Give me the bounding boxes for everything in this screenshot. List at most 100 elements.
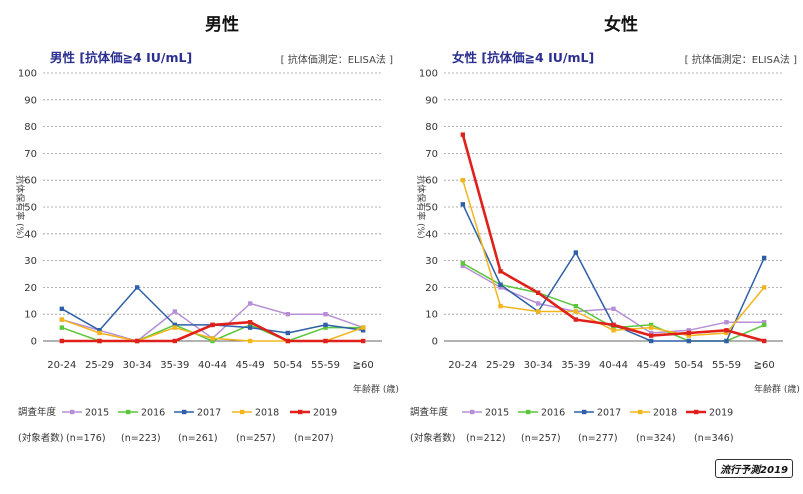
female-y-tick-label: 10: [425, 310, 438, 321]
female-y-tick-label: 80: [425, 122, 438, 133]
female-legend-title: 調査年度: [410, 406, 449, 418]
male-data-point-2019: [97, 338, 102, 344]
female-chart-title: 女性 [抗体価≧4 IU/mL]: [452, 50, 594, 65]
male-data-point-2019: [172, 338, 178, 344]
male-legend-n-2019: (n=207): [294, 433, 334, 444]
forecast-badge: 流行予測2019: [715, 459, 793, 478]
male-data-point-2015: [247, 301, 253, 306]
female-legend-n-2016: (n=257): [521, 433, 561, 444]
female-data-point-2018: [611, 328, 616, 333]
male-legend-marker-2017: [182, 409, 187, 415]
male-legend-label-2017: 2017: [197, 408, 221, 419]
female-data-point-2017: [724, 338, 729, 344]
female-data-point-2017: [498, 282, 503, 287]
male-x-tick-label: 35-39: [160, 360, 189, 371]
male-data-point-2015: [285, 312, 291, 317]
male-data-point-2018: [210, 336, 215, 341]
male-y-tick-label: 50: [24, 203, 37, 214]
male-data-point-2017: [323, 322, 328, 328]
female-legend-label-2015: 2015: [485, 408, 509, 419]
female-legend-label-2016: 2016: [541, 408, 565, 419]
male-y-tick-label: 80: [24, 122, 37, 133]
male-data-point-2017: [134, 285, 140, 290]
male-data-point-2017: [360, 328, 366, 333]
female-data-point-2019: [724, 328, 729, 333]
female-data-point-2019: [535, 290, 541, 295]
female-data-point-2019: [611, 322, 616, 328]
female-data-point-2018: [498, 303, 503, 309]
male-data-point-2018: [172, 325, 178, 330]
male-x-tick-label: 45-49: [236, 360, 265, 371]
male-legend-n-2015: (n=176): [66, 433, 106, 444]
female-x-tick-label: 30-34: [524, 360, 553, 371]
male-legend-label-2018: 2018: [255, 408, 279, 419]
male-x-tick-label: 40-44: [198, 360, 227, 371]
male-y-tick-label: 20: [24, 283, 37, 294]
male-y-tick-label: 0: [31, 337, 37, 348]
male-legend-label-2015: 2015: [85, 408, 109, 419]
female-series-line-2017: [462, 203, 765, 342]
male-legend-marker-2015: [70, 409, 75, 415]
female-data-point-2016: [648, 322, 654, 328]
female-data-point-2017: [460, 202, 466, 207]
female-legend-label-2018: 2018: [653, 408, 677, 419]
female-data-point-2017: [686, 338, 692, 344]
male-data-point-2019: [285, 338, 291, 344]
male-data-point-2019: [210, 322, 215, 328]
female-data-point-2018: [573, 309, 579, 314]
male-data-point-2017: [247, 325, 253, 330]
female-legend-n-2017: (n=277): [578, 433, 618, 444]
male-legend-marker-2019: [298, 409, 303, 415]
female-data-point-2018: [460, 178, 466, 183]
male-y-tick-label: 30: [24, 256, 37, 267]
female-data-point-2016: [460, 261, 466, 266]
male-legend-label-2016: 2016: [141, 408, 165, 419]
male-x-tick-label: ≧60: [353, 360, 374, 371]
female-data-point-2015: [761, 320, 767, 325]
female-data-point-2015: [648, 330, 654, 336]
female-y-tick-label: 40: [425, 229, 438, 240]
male-x-tick-label: 30-34: [123, 360, 152, 371]
male-data-point-2016: [247, 322, 253, 328]
male-legend-label-2019: 2019: [313, 408, 337, 419]
female-y-axis-label: 抗体保有率 (%): [415, 175, 427, 238]
female-data-point-2018: [648, 325, 654, 330]
female-data-point-2017: [761, 255, 767, 261]
female-x-tick-label: 45-49: [637, 360, 666, 371]
female-data-point-2015: [686, 328, 692, 333]
heading-female: 女性: [604, 15, 638, 35]
male-legend-marker-2018: [240, 409, 245, 415]
male-data-point-2018: [97, 330, 102, 336]
female-data-point-2018: [535, 309, 541, 314]
female-method-label: [ 抗体価測定：ELISA法 ]: [685, 53, 797, 66]
female-x-tick-label: 20-24: [448, 360, 477, 371]
female-data-point-2017: [573, 250, 579, 255]
female-y-tick-label: 60: [425, 176, 438, 187]
female-legend-n-2018: (n=324): [636, 433, 676, 444]
male-legend-title: 調査年度: [18, 406, 57, 418]
male-y-tick-label: 60: [24, 176, 37, 187]
female-data-point-2018: [724, 330, 729, 336]
male-legend-n-2018: (n=257): [236, 433, 276, 444]
male-data-point-2017: [172, 322, 178, 328]
male-data-point-2019: [59, 338, 65, 344]
female-data-point-2019: [573, 317, 579, 322]
female-x-tick-label: ≧60: [754, 360, 775, 371]
male-y-tick-label: 70: [24, 149, 37, 160]
male-x-axis-label: 年齢群 (歳): [353, 383, 399, 395]
male-y-tick-label: 90: [24, 95, 37, 106]
male-legend-n-2016: (n=223): [121, 433, 161, 444]
female-data-point-2016: [611, 325, 616, 330]
male-data-point-2018: [59, 317, 65, 322]
female-x-tick-label: 40-44: [599, 360, 628, 371]
female-legend-label-2017: 2017: [597, 408, 621, 419]
male-legend-marker-2016: [126, 409, 131, 415]
female-data-point-2015: [724, 320, 729, 325]
male-data-point-2017: [97, 328, 102, 333]
male-data-point-2019: [360, 338, 366, 344]
female-x-axis-label: 年齢群 (歳): [754, 383, 800, 395]
female-data-point-2019: [686, 330, 692, 336]
male-data-point-2015: [323, 312, 328, 317]
female-y-tick-label: 20: [425, 283, 438, 294]
